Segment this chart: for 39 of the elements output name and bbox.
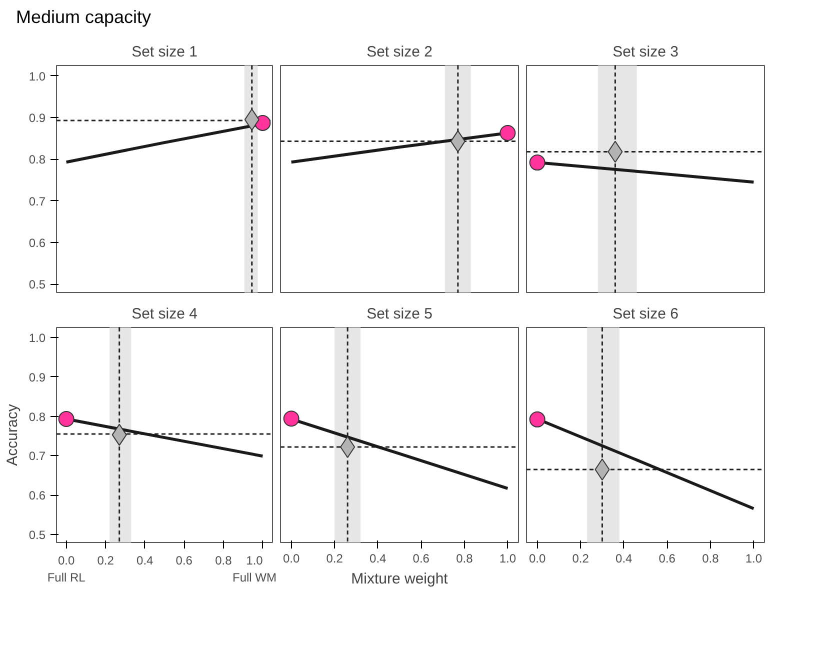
y-tick-label: 0.6 (28, 236, 46, 250)
chart-title: Set size 1 (132, 43, 198, 60)
x-tick-label: 0.0 (282, 551, 300, 566)
x-tick-label: 0.4 (370, 551, 387, 566)
x-tick-label: 0.4 (616, 551, 633, 566)
chart-title: Set size 2 (366, 43, 432, 60)
y-axis-title: Accuracy (4, 403, 21, 466)
x-tick-label: 1.0 Full WM (232, 553, 277, 584)
y-tick-label: 0.9 (28, 110, 46, 125)
x-tick-label: 1.0 (499, 551, 516, 566)
y-tick-label: 0.5 (28, 528, 46, 542)
x-tick-label: 0.0 Full RL (47, 553, 86, 584)
x-tick-label: 0.6 (176, 553, 193, 568)
chart-title: Set size 4 (132, 305, 198, 322)
chart-title: Set size 6 (612, 305, 678, 322)
y-tick-label: 0.6 (28, 488, 46, 502)
text: Medium capacity (16, 6, 152, 29)
y-tick-label: 1.0 (28, 69, 46, 84)
y-tick-label: 0.9 (28, 370, 46, 384)
y-tick-label: 0.8 (28, 152, 46, 166)
x-tick-label: 0.8 (702, 551, 720, 566)
x-tick-label: 0.2 (326, 551, 344, 566)
x-tick-label: 0.2 (572, 551, 590, 566)
x-tick-label: 1.0 (745, 551, 762, 566)
y-tick-label: 0.7 (28, 448, 46, 463)
x-tick-label: 0.2 (97, 553, 114, 568)
x-tick-label: 0.6 (412, 551, 430, 566)
y-tick-label: 0.8 (28, 409, 46, 424)
chart-title: Set size 3 (612, 43, 678, 60)
y-tick-label: 1.0 (28, 330, 46, 345)
x-tick-label: 0.0 (528, 551, 546, 566)
x-tick-label: 0.8 (456, 551, 474, 566)
x-tick-label: 0.4 (136, 553, 154, 568)
chart-title: Set size 5 (366, 305, 432, 322)
y-tick-label: 0.7 (28, 194, 46, 208)
x-tick-label: 0.8 (215, 553, 232, 568)
x-axis-title: Mixture weight (351, 570, 449, 588)
x-tick-label: 0.6 (658, 551, 676, 566)
y-tick-label: 0.5 (28, 277, 46, 292)
